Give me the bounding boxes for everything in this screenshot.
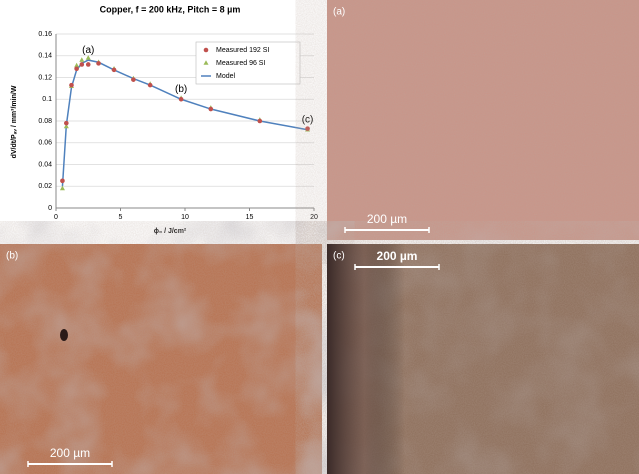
x-tick-label: 15 bbox=[246, 214, 254, 221]
panel-label: (c) bbox=[333, 251, 345, 262]
point bbox=[64, 121, 69, 126]
chart: Copper, f = 200 kHz, Pitch = 8 µm ϕ₀ / J… bbox=[0, 0, 322, 240]
panel-c-image bbox=[327, 244, 639, 474]
x-tick-label: 5 bbox=[119, 214, 123, 221]
point bbox=[258, 119, 263, 124]
panel-a-image bbox=[327, 0, 639, 240]
y-tick-label: 0.1 bbox=[42, 96, 52, 103]
point bbox=[86, 62, 91, 67]
figure: Copper, f = 200 kHz, Pitch = 8 µm ϕ₀ / J… bbox=[0, 0, 639, 474]
y-tick-label: 0.14 bbox=[38, 53, 52, 60]
x-tick-label: 20 bbox=[310, 214, 318, 221]
point bbox=[179, 97, 184, 102]
legend-label: Measured 192 SI bbox=[216, 47, 269, 54]
scale-bar-label: 200 µm bbox=[50, 446, 90, 460]
y-tick-label: 0.02 bbox=[38, 183, 52, 190]
point bbox=[131, 77, 136, 82]
annotation: (b) bbox=[175, 84, 187, 95]
point bbox=[60, 179, 65, 184]
panel-label: (b) bbox=[6, 251, 18, 262]
y-tick-label: 0 bbox=[48, 205, 52, 212]
point bbox=[209, 107, 214, 112]
scale-bar-label: 200 µm bbox=[377, 249, 418, 263]
panel-label: (a) bbox=[333, 7, 345, 18]
point bbox=[148, 83, 153, 88]
y-tick-label: 0.08 bbox=[38, 118, 52, 125]
panel-b-image bbox=[0, 244, 322, 474]
x-axis-label: ϕ₀ / J/cm² bbox=[154, 228, 187, 235]
y-tick-label: 0.06 bbox=[38, 140, 52, 147]
legend-label: Measured 96 SI bbox=[216, 60, 265, 67]
annotation: (c) bbox=[302, 115, 314, 126]
point bbox=[112, 68, 117, 73]
point bbox=[80, 62, 85, 67]
x-tick-label: 0 bbox=[54, 214, 58, 221]
x-tick-label: 10 bbox=[181, 214, 189, 221]
point bbox=[74, 67, 79, 72]
legend-label: Model bbox=[216, 73, 236, 80]
legend-swatch bbox=[204, 48, 209, 53]
chart-title: Copper, f = 200 kHz, Pitch = 8 µm bbox=[100, 4, 241, 14]
annotation: (a) bbox=[82, 45, 94, 56]
point bbox=[69, 83, 74, 88]
scale-bar-label: 200 µm bbox=[367, 212, 407, 226]
point bbox=[96, 61, 101, 66]
point bbox=[305, 126, 310, 131]
y-axis-label: dV/dt/Pₐᵥ / mm³/min/W bbox=[11, 85, 18, 158]
y-tick-label: 0.12 bbox=[38, 74, 52, 81]
y-tick-label: 0.04 bbox=[38, 161, 52, 168]
y-tick-label: 0.16 bbox=[38, 31, 52, 38]
